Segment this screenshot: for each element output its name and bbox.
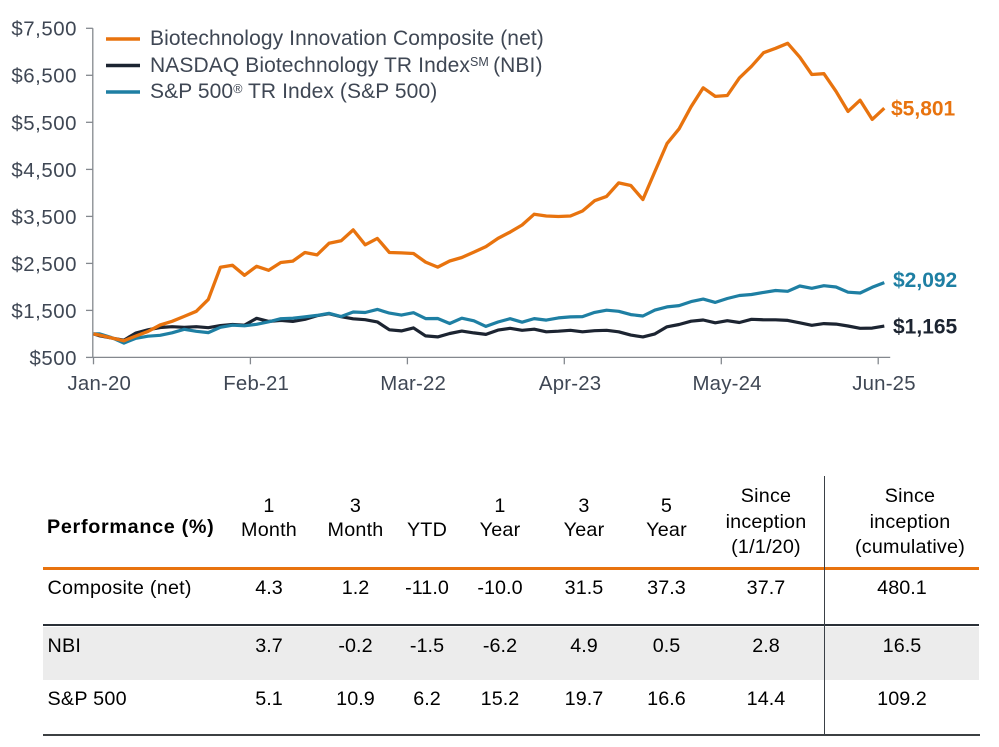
svg-text:$5,500: $5,500 xyxy=(11,113,77,135)
svg-text:$2,092: $2,092 xyxy=(893,269,957,292)
svg-text:Feb-21: Feb-21 xyxy=(223,373,289,395)
svg-text:Jan-20: Jan-20 xyxy=(68,373,132,395)
svg-text:$500: $500 xyxy=(29,348,77,370)
svg-text:Mar-22: Mar-22 xyxy=(380,373,446,395)
svg-text:$2,500: $2,500 xyxy=(11,254,77,276)
svg-text:Apr-23: Apr-23 xyxy=(539,373,601,395)
svg-text:$4,500: $4,500 xyxy=(11,160,77,182)
svg-text:$6,500: $6,500 xyxy=(11,66,77,88)
svg-text:$3,500: $3,500 xyxy=(11,207,77,229)
svg-text:$5,801: $5,801 xyxy=(891,97,956,120)
svg-text:$1,165: $1,165 xyxy=(893,315,958,338)
svg-text:May-24: May-24 xyxy=(692,373,761,395)
svg-text:Jun-25: Jun-25 xyxy=(852,373,916,395)
svg-text:$1,500: $1,500 xyxy=(11,301,77,323)
svg-text:$7,500: $7,500 xyxy=(11,19,77,41)
